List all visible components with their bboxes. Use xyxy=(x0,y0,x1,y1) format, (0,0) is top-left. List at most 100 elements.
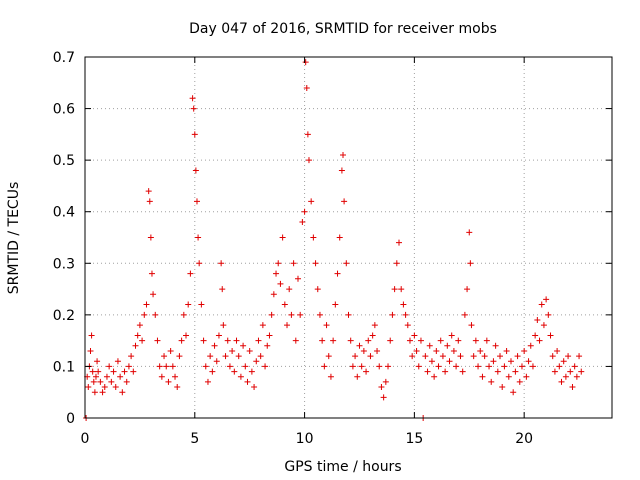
data-point xyxy=(422,353,429,360)
data-point xyxy=(204,378,211,385)
data-point xyxy=(365,337,372,344)
data-point xyxy=(545,311,552,318)
data-point xyxy=(486,363,493,370)
data-point xyxy=(231,368,238,375)
data-point xyxy=(279,234,286,241)
data-point xyxy=(352,353,359,360)
data-point xyxy=(200,337,207,344)
data-point xyxy=(435,363,442,370)
y-tick-label: 0.4 xyxy=(53,205,75,221)
data-point xyxy=(424,368,431,375)
data-point xyxy=(396,239,403,246)
data-point xyxy=(543,296,550,303)
data-point xyxy=(358,363,365,370)
x-axis-label: GPS time / hours xyxy=(284,459,401,475)
data-point xyxy=(121,368,128,375)
data-point xyxy=(222,353,229,360)
data-point xyxy=(174,384,181,391)
data-point xyxy=(332,301,339,308)
data-point xyxy=(270,291,277,298)
data-point xyxy=(433,347,440,354)
data-point xyxy=(374,347,381,354)
data-point xyxy=(516,378,523,385)
data-point xyxy=(259,322,266,329)
data-point xyxy=(288,311,295,318)
data-point xyxy=(101,384,108,391)
axis-ticks xyxy=(84,56,612,419)
data-point xyxy=(389,311,396,318)
data-point xyxy=(459,368,466,375)
data-point xyxy=(481,353,488,360)
data-point xyxy=(190,105,197,112)
data-point xyxy=(209,368,216,375)
data-point xyxy=(117,373,124,380)
data-point xyxy=(413,347,420,354)
data-point xyxy=(406,337,413,344)
data-point xyxy=(492,342,499,349)
data-point xyxy=(229,347,236,354)
y-tick-label: 0.2 xyxy=(53,308,75,324)
data-point xyxy=(169,363,176,370)
data-point xyxy=(573,373,580,380)
plot-frame xyxy=(84,56,613,419)
data-point xyxy=(360,347,367,354)
data-point xyxy=(114,358,121,365)
data-point xyxy=(565,353,572,360)
data-point xyxy=(92,373,99,380)
data-point xyxy=(341,198,348,205)
data-point xyxy=(193,198,200,205)
data-point xyxy=(119,389,126,396)
data-point xyxy=(189,95,196,102)
data-point xyxy=(218,260,225,267)
y-tick-label: 0.1 xyxy=(53,359,75,375)
data-point xyxy=(327,373,334,380)
data-point xyxy=(242,363,249,370)
data-point xyxy=(143,301,150,308)
data-point xyxy=(534,317,541,324)
data-point xyxy=(426,342,433,349)
data-point xyxy=(187,270,194,277)
data-point xyxy=(108,378,115,385)
data-point xyxy=(257,353,264,360)
data-point xyxy=(470,353,477,360)
data-point xyxy=(393,260,400,267)
data-point xyxy=(244,378,251,385)
data-points xyxy=(83,59,585,421)
data-point xyxy=(95,368,102,375)
y-tick-label: 0 xyxy=(66,411,75,427)
data-point xyxy=(235,353,242,360)
data-point xyxy=(385,363,392,370)
data-point xyxy=(183,332,190,339)
data-point xyxy=(325,353,332,360)
data-point xyxy=(319,337,326,344)
data-point xyxy=(501,363,508,370)
data-point xyxy=(536,337,543,344)
data-point xyxy=(483,337,490,344)
data-point xyxy=(308,198,315,205)
data-point xyxy=(400,301,407,308)
data-point xyxy=(145,188,152,195)
data-point xyxy=(167,347,174,354)
x-tick-labels: 0 5 10 15 20 xyxy=(81,431,534,447)
data-point xyxy=(442,368,449,375)
data-point xyxy=(446,358,453,365)
data-point xyxy=(380,394,387,401)
data-point xyxy=(464,286,471,293)
data-point xyxy=(323,322,330,329)
data-point xyxy=(338,167,345,174)
data-point xyxy=(103,373,110,380)
data-point xyxy=(467,260,474,267)
data-point xyxy=(402,311,409,318)
data-point xyxy=(529,363,536,370)
data-point xyxy=(207,353,214,360)
data-point xyxy=(211,342,218,349)
data-point xyxy=(266,332,273,339)
data-point xyxy=(147,234,154,241)
data-point xyxy=(468,322,475,329)
data-point xyxy=(294,275,301,282)
data-point xyxy=(431,373,438,380)
data-point xyxy=(150,291,157,298)
data-point xyxy=(521,347,528,354)
data-point xyxy=(176,353,183,360)
